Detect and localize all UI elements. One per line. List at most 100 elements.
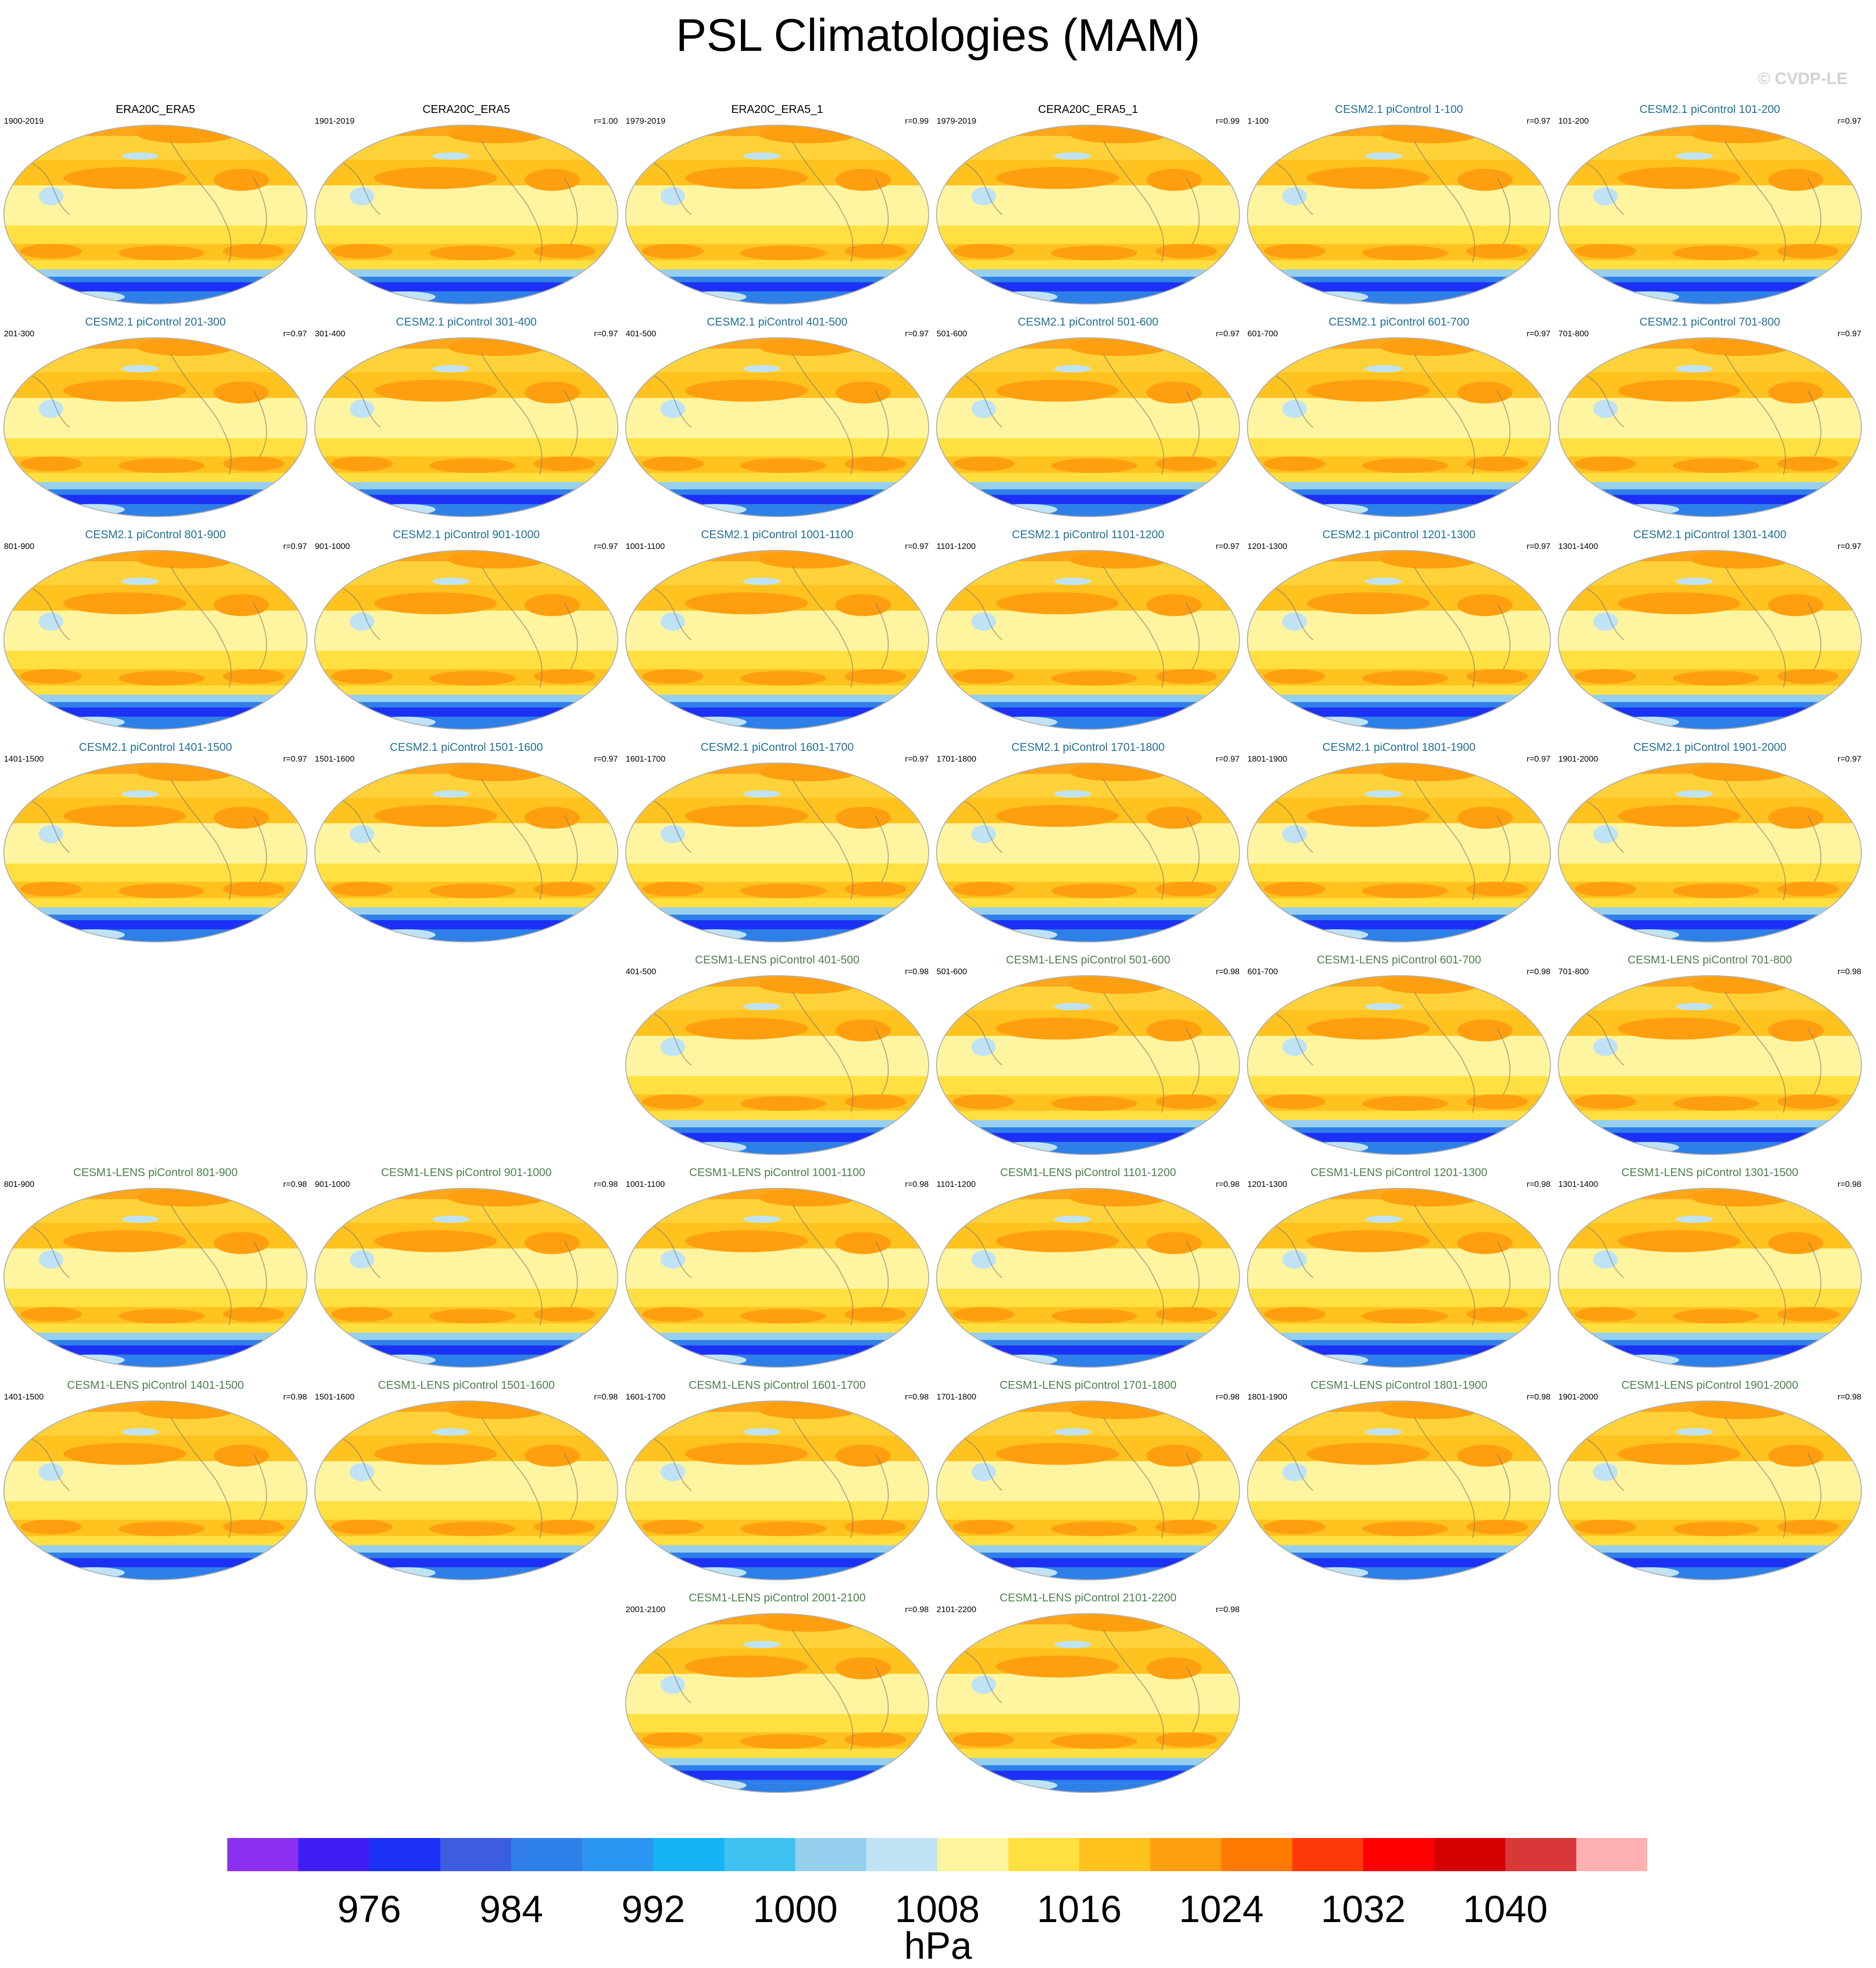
psl-map — [936, 550, 1240, 730]
psl-map — [936, 975, 1240, 1155]
panel-title: CESM1-LENS piControl 1301-1500 — [1621, 1166, 1798, 1179]
panel-period: 1801-1900 — [1247, 1392, 1287, 1401]
panel-correlation: r=0.97 — [283, 754, 307, 764]
psl-map — [3, 337, 307, 517]
page-title: PSL Climatologies (MAM) — [676, 9, 1200, 61]
psl-map — [1558, 125, 1862, 305]
panel-title: CESM1-LENS piControl 1801-1900 — [1310, 1378, 1487, 1391]
panel-title: CESM2.1 piControl 901-1000 — [393, 528, 540, 541]
panel-correlation: r=0.98 — [1216, 1605, 1240, 1614]
panel-title: CESM1-LENS piControl 2101-2200 — [1000, 1591, 1177, 1604]
panel-title: CESM2.1 piControl 101-200 — [1639, 103, 1780, 115]
panel-correlation: r=0.98 — [1527, 967, 1550, 976]
panel-correlation: r=0.98 — [283, 1392, 307, 1401]
panel-correlation: r=0.98 — [1837, 1392, 1861, 1401]
panel-correlation: r=0.97 — [283, 542, 307, 551]
panel-correlation: r=0.99 — [905, 116, 929, 126]
panel-title: CESM2.1 piControl 1001-1100 — [701, 528, 853, 541]
panel-correlation: r=0.97 — [1837, 754, 1861, 764]
panel-period: 1901-2019 — [315, 116, 355, 126]
map-panel: CESM2.1 piControl 1801-1900 1801-1900 r=0.… — [1243, 740, 1554, 946]
panel-correlation: r=1.00 — [594, 116, 618, 126]
map-panel: CESM1-LENS piControl 1601-1700 1601-1700 r… — [622, 1378, 933, 1584]
panel-title: CESM2.1 piControl 201-300 — [85, 315, 226, 328]
psl-map — [1247, 550, 1551, 730]
panel-title: CESM1-LENS piControl 701-800 — [1627, 953, 1792, 966]
panel-title: CESM1-LENS piControl 1101-1200 — [1000, 1166, 1177, 1179]
panel-period: 901-1000 — [315, 542, 350, 551]
colorbar-tick-label: 1032 — [1321, 1887, 1406, 1930]
psl-map — [625, 550, 929, 730]
panel-period: 101-200 — [1558, 116, 1589, 126]
map-panel: CESM1-LENS piControl 1001-1100 1001-1100 r… — [622, 1165, 933, 1371]
map-panel: CESM1-LENS piControl 1201-1300 1201-1300 r… — [1243, 1165, 1554, 1371]
map-panel: CESM1-LENS piControl 1301-1500 1301-1400 r… — [1554, 1165, 1865, 1371]
map-panel: CESM2.1 piControl 701-800 701-800 r=0.97 — [1554, 314, 1865, 521]
psl-map — [936, 125, 1240, 305]
colorbar-tick-label: 1008 — [894, 1887, 980, 1930]
psl-map — [1558, 763, 1862, 942]
panel-title: CESM1-LENS piControl 401-500 — [695, 953, 860, 966]
panel-title: CESM2.1 piControl 401-500 — [707, 315, 848, 328]
map-panel: CESM2.1 piControl 1901-2000 1901-2000 r=0.… — [1554, 740, 1865, 946]
psl-map — [625, 975, 929, 1155]
psl-map — [314, 125, 618, 305]
panel-correlation: r=0.97 — [905, 754, 929, 764]
panel-correlation: r=0.98 — [594, 1392, 618, 1401]
colorbar-tick-label: 984 — [479, 1887, 544, 1930]
psl-map — [1558, 337, 1862, 517]
psl-map — [625, 337, 929, 517]
psl-map — [3, 550, 307, 730]
panel-period: 801-900 — [4, 542, 35, 551]
panel-correlation: r=0.97 — [1527, 754, 1550, 764]
panel-title: CESM2.1 piControl 601-700 — [1329, 315, 1469, 328]
panel-title: CERA20C_ERA5 — [422, 103, 510, 115]
map-panel: CESM1-LENS piControl 701-800 701-800 r=0.9… — [1554, 952, 1865, 1159]
colorbar-segment — [1576, 1838, 1647, 1871]
panel-title: CESM2.1 piControl 1801-1900 — [1322, 741, 1476, 753]
watermark: © CVDP-LE — [1758, 69, 1848, 88]
panel-period: 201-300 — [4, 329, 35, 338]
panel-correlation: r=0.97 — [1837, 116, 1861, 126]
psl-map — [1247, 337, 1551, 517]
colorbar-segment — [369, 1838, 441, 1871]
psl-map — [314, 763, 618, 942]
panel-period: 1501-1600 — [315, 1392, 355, 1401]
panel-correlation: r=0.98 — [594, 1180, 618, 1189]
panel-period: 901-1000 — [315, 1180, 350, 1189]
psl-map — [3, 1400, 307, 1580]
psl-map — [936, 1613, 1240, 1793]
map-panel: CESM1-LENS piControl 1501-1600 1501-1600 r… — [311, 1378, 622, 1584]
panel-period: 1901-2000 — [1558, 754, 1598, 764]
colorbar-segment — [1079, 1838, 1151, 1871]
map-panel: CESM2.1 piControl 301-400 301-400 r=0.97 — [311, 314, 622, 521]
psl-map — [625, 1400, 929, 1580]
psl-map — [625, 1613, 929, 1793]
psl-map — [1247, 1400, 1551, 1580]
panel-correlation: r=0.98 — [283, 1180, 307, 1189]
colorbar-segment — [582, 1838, 654, 1871]
panel-title: CESM1-LENS piControl 601-700 — [1316, 953, 1482, 966]
panel-title: CESM2.1 piControl 1601-1700 — [700, 741, 854, 753]
panel-title: CESM1-LENS piControl 501-600 — [1005, 953, 1171, 966]
colorbar-segment — [1292, 1838, 1364, 1871]
panel-title: CESM2.1 piControl 801-900 — [85, 528, 226, 541]
psl-map — [1558, 1400, 1862, 1580]
colorbar-segment — [937, 1838, 1009, 1871]
panel-period: 501-600 — [937, 967, 967, 976]
panel-period: 1979-2019 — [937, 116, 977, 126]
psl-map — [936, 763, 1240, 942]
panel-correlation: r=0.97 — [283, 329, 307, 338]
panel-period: 701-800 — [1558, 967, 1589, 976]
panel-title: CESM2.1 piControl 1301-1400 — [1633, 528, 1787, 541]
panel-period: 1701-1800 — [937, 754, 977, 764]
map-panel: CESM1-LENS piControl 601-700 601-700 r=0.9… — [1243, 952, 1554, 1159]
colorbar-segment — [866, 1838, 938, 1871]
panel-correlation: r=0.97 — [594, 754, 618, 764]
panel-title: CESM1-LENS piControl 1201-1300 — [1310, 1166, 1487, 1179]
panel-period: 701-800 — [1558, 329, 1589, 338]
panel-period: 1501-1600 — [315, 754, 355, 764]
psl-map — [314, 1188, 618, 1368]
panel-period: 2101-2200 — [937, 1605, 977, 1614]
panel-title: CESM1-LENS piControl 901-1000 — [381, 1166, 552, 1179]
